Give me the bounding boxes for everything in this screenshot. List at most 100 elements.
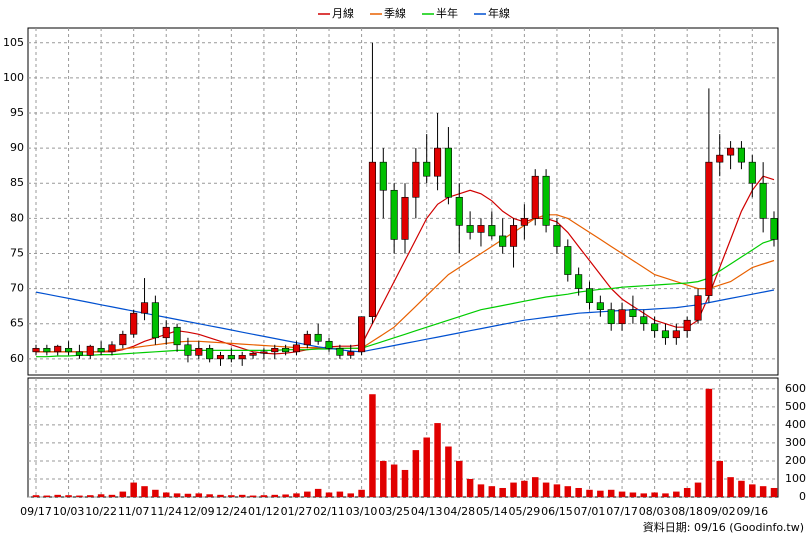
candle-body	[86, 345, 94, 356]
candle-body	[390, 189, 398, 240]
volume-bar	[380, 460, 387, 497]
x-tick-label: 09/17	[20, 505, 52, 518]
x-tick-label: 09/02	[704, 505, 736, 518]
x-tick-label: 04/28	[443, 505, 475, 518]
y-tick-label: 70	[10, 282, 24, 295]
volume-bar	[477, 484, 485, 497]
candle-body	[672, 330, 680, 339]
volume-bar	[108, 494, 116, 497]
x-tick-label: 07/17	[606, 505, 638, 518]
volume-bar	[119, 491, 127, 497]
volume-bar	[217, 494, 224, 497]
volume-bar	[499, 487, 506, 497]
x-tick-label: 05/29	[509, 505, 541, 518]
volume-bar	[238, 494, 246, 497]
y-tick-label: 100	[3, 71, 24, 84]
candle-body	[54, 345, 62, 353]
candle-body	[130, 312, 138, 335]
candle-body	[759, 182, 767, 219]
volume-bar	[43, 495, 51, 497]
volume-bar	[564, 486, 572, 497]
volume-bar	[184, 493, 192, 497]
volume-bar	[749, 484, 756, 497]
volume-bar	[640, 493, 648, 497]
candle-body	[282, 348, 290, 353]
legend-label: 月線	[332, 6, 354, 20]
x-tick-label: 01/12	[248, 505, 280, 518]
candle-body	[770, 218, 778, 240]
candle-body	[444, 147, 452, 198]
volume-bar	[228, 495, 235, 497]
volume-bar	[54, 494, 61, 497]
candle-body	[651, 323, 659, 332]
x-tick-label: 03/25	[378, 505, 410, 518]
candle-body	[314, 333, 322, 342]
candle-body	[423, 161, 431, 177]
candle-body	[542, 175, 550, 226]
volume-bar	[390, 464, 398, 497]
candle-body	[325, 340, 333, 349]
volume-bar	[325, 492, 333, 497]
candle-body	[119, 333, 127, 346]
candle-body	[336, 348, 344, 356]
volume-bar	[456, 460, 463, 497]
x-tick-label: 11/07	[118, 505, 150, 518]
x-tick-label: 07/01	[574, 505, 606, 518]
x-tick-label: 08/03	[639, 505, 671, 518]
candle-body	[151, 302, 159, 339]
candle-body	[379, 161, 387, 191]
candle-body	[43, 348, 51, 353]
volume-bar	[434, 423, 441, 497]
candle-body	[596, 302, 604, 310]
volume-bar	[542, 482, 550, 497]
candle-body	[434, 147, 442, 177]
volume-bar	[488, 486, 496, 497]
price-frame	[27, 27, 779, 376]
volume-bar	[152, 489, 159, 497]
volume-bar	[716, 460, 723, 497]
y-tick-label: 75	[10, 246, 24, 259]
y-tick-label: 90	[10, 141, 24, 154]
candle-body	[303, 333, 311, 346]
candle-body	[694, 295, 702, 321]
volume-bar	[662, 493, 669, 497]
volume-bar	[206, 494, 213, 497]
volume-bar	[304, 491, 311, 497]
candle-body	[65, 348, 73, 353]
candle-body	[162, 326, 170, 339]
candle-body	[184, 344, 192, 356]
candle-body	[509, 225, 518, 247]
y-tick-label: 60	[10, 352, 24, 365]
candle-body	[412, 161, 420, 198]
candle-body	[488, 225, 496, 237]
y-tick-label: 65	[10, 317, 24, 330]
volume-bar	[423, 437, 430, 497]
volume-tick-label: 0	[799, 490, 806, 503]
legend-label: 半年	[436, 6, 458, 20]
volume-bar	[618, 491, 626, 497]
candle-body	[206, 348, 214, 360]
x-tick-label: 08/18	[671, 505, 703, 518]
x-tick-label: 12/09	[183, 505, 215, 518]
volume-bar	[260, 495, 268, 497]
candle-body	[520, 218, 528, 226]
volume-bar	[173, 493, 181, 497]
volume-bar	[195, 493, 203, 497]
volume-bar	[683, 487, 691, 497]
candle-body	[575, 274, 583, 289]
volume-tick-label: 500	[785, 400, 806, 413]
volume-bar	[87, 495, 94, 497]
y-tick-label: 95	[10, 106, 24, 119]
candle-body	[748, 161, 756, 184]
candle-body	[553, 225, 561, 247]
volume-bar	[770, 487, 778, 497]
candle-body	[140, 302, 149, 314]
volume-bar	[97, 494, 105, 497]
candle-body	[97, 348, 105, 353]
volume-bar	[673, 491, 680, 497]
volume-bar	[401, 469, 409, 497]
volume-tick-label: 300	[785, 436, 806, 449]
candle-body	[75, 351, 83, 356]
candle-body	[216, 355, 225, 360]
